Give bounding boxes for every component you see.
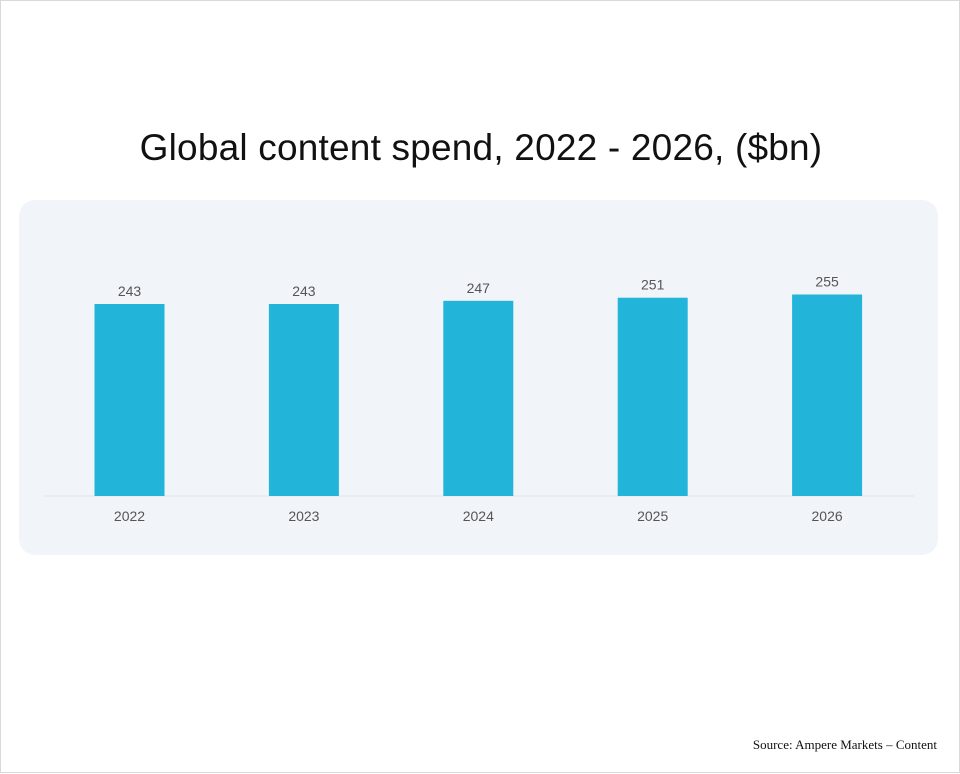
value-label-2024: 247 — [467, 280, 491, 296]
x-tick-label-2022: 2022 — [114, 508, 145, 524]
x-tick-label-2024: 2024 — [463, 508, 494, 524]
bar-2023 — [268, 304, 339, 496]
x-tick-label-2026: 2026 — [812, 508, 843, 524]
bar-2025 — [617, 297, 688, 496]
value-label-2023: 243 — [292, 283, 316, 299]
value-label-2026: 255 — [815, 274, 839, 290]
value-label-2022: 243 — [118, 283, 142, 299]
x-tick-label-2025: 2025 — [637, 508, 668, 524]
bar-2026 — [792, 294, 863, 496]
source-note: Source: Ampere Markets – Content — [752, 737, 937, 752]
x-tick-label-2023: 2023 — [288, 508, 319, 524]
bar-2022 — [94, 304, 165, 496]
value-label-2025: 251 — [641, 277, 665, 293]
chart-title: Global content spend, 2022 - 2026, ($bn) — [139, 127, 823, 168]
bar-2024 — [443, 300, 514, 496]
